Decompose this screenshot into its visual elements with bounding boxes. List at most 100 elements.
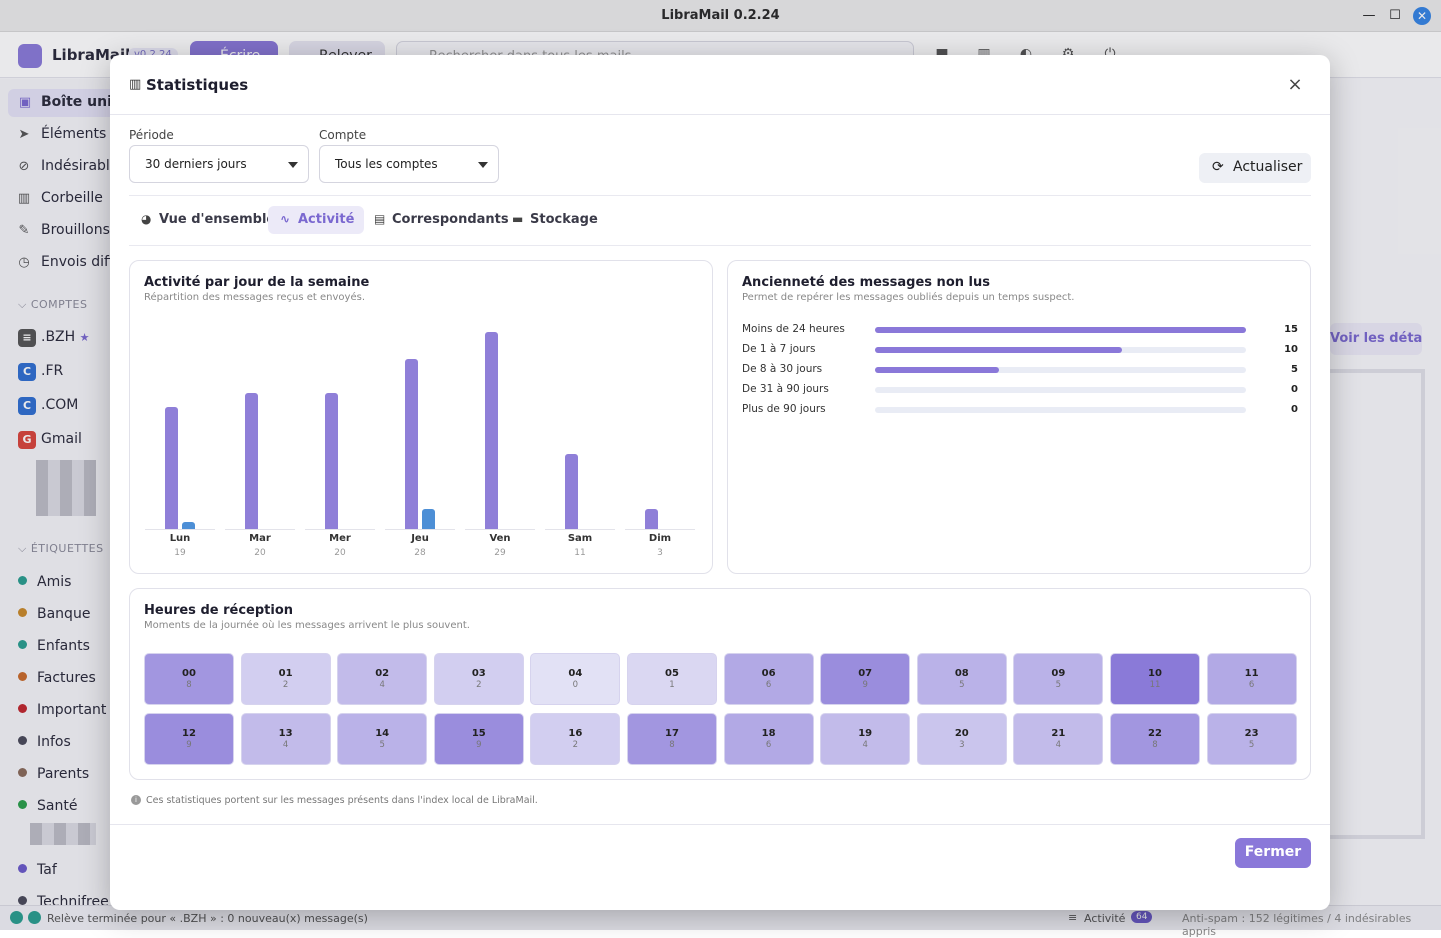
sidebar-account-gmail[interactable]: Gmail [0,426,112,454]
hour-cell: 16 2 [530,713,621,765]
maximize-icon[interactable]: ☐ [1389,8,1401,23]
age-bar-track [875,327,1246,333]
age-label: De 31 à 90 jours [742,383,829,395]
card-subtitle: Moments de la journée où les messages ar… [144,620,470,631]
account-gmail-icon: G [18,431,36,449]
close-dialog-icon[interactable]: × [1287,74,1303,95]
day-count: 3 [657,548,663,558]
sidebar-label-banque[interactable]: Banque [0,601,112,629]
sidebar-item-unified-inbox[interactable]: ▣ Boîte unifiée [8,89,120,117]
hour-count: 2 [572,740,579,750]
age-bar-fill [875,327,1246,333]
received-bar [565,454,578,529]
tab-overview[interactable]: ◕ Vue d'ensemble [129,206,285,234]
day-count: 19 [174,548,186,558]
age-label: De 1 à 7 jours [742,343,816,355]
sidebar-item-trash[interactable]: ▥ Corbeille [0,185,112,213]
age-bar-track [875,367,1246,373]
label-name: Santé [37,798,78,814]
account-label: .COM [41,397,79,413]
sidebar-account-fr[interactable]: .FR [0,358,112,386]
hour-label: 20 [954,728,969,739]
sent-bar [182,522,195,529]
age-bar-track [875,407,1246,413]
chevron-down-icon [288,162,298,168]
send-icon: ➤ [18,127,30,142]
hour-label: 10 [1148,668,1162,679]
hour-label: 04 [568,668,583,679]
age-label: Moins de 24 heures [742,323,845,335]
hour-label: 11 [1244,668,1259,679]
sidebar-label-enfants[interactable]: Enfants [0,633,112,661]
tab-contacts[interactable]: ▤ Correspondants [362,206,519,234]
age-label: Plus de 90 jours [742,403,826,415]
hour-label: 23 [1244,728,1259,739]
label-color-dot [18,704,27,713]
close-button[interactable]: Fermer [1235,838,1311,868]
hour-label: 19 [858,728,873,739]
account-fr-icon: C [18,363,36,381]
account-label: Compte [319,128,367,142]
accounts-header-label: COMPTES [30,298,88,311]
day-label: Mar [249,533,271,544]
details-link-label: Voir les détails [1330,331,1422,346]
details-link[interactable]: Voir les détails [1330,323,1422,355]
sidebar-label-taf[interactable]: Taf [0,857,112,885]
hour-label: 15 [471,728,486,739]
hour-count: 4 [282,740,289,750]
tab-activity[interactable]: ∿ Activité [268,206,365,234]
label-color-dot [18,800,27,809]
hour-count: 5 [1248,740,1255,750]
sidebar-label-important[interactable]: Important [0,697,112,725]
labels-header[interactable]: ⌵ ÉTIQUETTES [18,542,104,555]
hour-count: 2 [282,680,289,690]
received-bar [645,509,658,529]
account-select[interactable]: Tous les comptes [319,145,499,183]
hour-count: 2 [476,680,482,690]
window-title: LibraMail 0.2.24 [661,8,780,23]
power-icon[interactable]: ⏻ [1104,46,1116,62]
day-count: 29 [494,548,506,558]
sidebar-label-amis[interactable]: Amis [0,569,112,597]
activity-icon: ≡ [1068,911,1078,924]
refresh-button[interactable]: ⟳ Actualiser [1199,153,1311,183]
sidebar-item-label: Brouillons [41,222,110,238]
bar-chart-icon: ▥ [129,77,142,92]
day-label: Dim [648,533,672,544]
message-pane: Voir les détails [1330,79,1441,905]
status-check-icon [28,911,41,924]
sidebar-item-sent[interactable]: ➤ Éléments envoyés [0,121,112,149]
sidebar-item-drafts[interactable]: ✎ Brouillons [0,217,112,245]
contact-book-icon: ▤ [374,212,386,226]
period-select[interactable]: 30 derniers jours [129,145,309,183]
label-color-dot [18,736,27,745]
hour-label: 12 [182,728,196,739]
sidebar-label-infos[interactable]: Infos [0,729,112,757]
minimize-icon[interactable]: — [1362,8,1376,23]
activity-label[interactable]: Activité [1084,912,1126,925]
sidebar-item-spam[interactable]: ⊘ Indésirables [0,153,112,181]
sidebar-item-label: Éléments envoyés [41,126,112,142]
storage-icon: ▬ [512,212,524,226]
sidebar-label-parents[interactable]: Parents [0,761,112,789]
chart-baseline [305,529,375,530]
sidebar-label-factures[interactable]: Factures [0,665,112,693]
sidebar: ▣ Boîte unifiée ➤ Éléments envoyés ⊘ Indési… [0,79,120,915]
day-count: 20 [334,548,346,558]
sidebar-account-com[interactable]: .COM [0,392,112,420]
tab-storage[interactable]: ▬ Stockage [500,206,608,234]
accounts-header[interactable]: ⌵ COMPTES [18,298,88,311]
sidebar-account-bzh[interactable]: .BZH ★ [0,324,112,352]
sidebar-label-sante[interactable]: Santé [0,793,112,821]
label-color-dot [18,768,27,777]
sidebar-item-scheduled[interactable]: ◷ Envois différés [0,249,112,277]
close-window-icon[interactable]: ✕ [1413,7,1431,25]
sidebar-item-label: Boîte unifiée [41,94,120,110]
hour-label: 21 [1051,728,1066,739]
age-bar-track [875,347,1246,353]
hour-cell: 21 4 [1013,713,1104,765]
refresh-button-label: Actualiser [1233,159,1303,175]
hour-count: 4 [862,740,868,750]
chart-baseline [545,529,615,530]
hour-cell: 20 3 [916,713,1007,765]
